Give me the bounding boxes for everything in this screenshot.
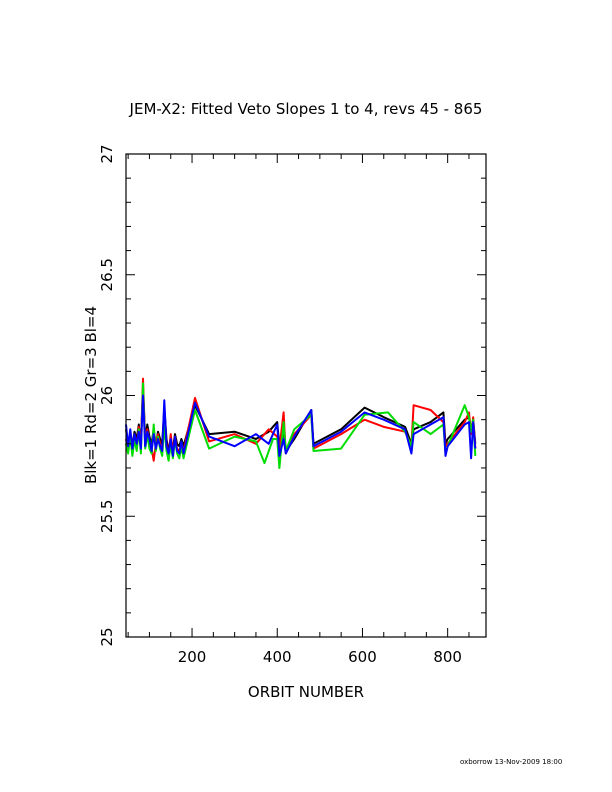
x-tick-label: 200 <box>178 648 207 666</box>
tick-labels: 200 400 600 800 25 25.5 26 26.5 27 <box>98 144 462 666</box>
y-tick-label: 27 <box>98 144 116 163</box>
series-line-2 <box>125 377 477 462</box>
x-tick-label: 600 <box>348 648 377 666</box>
chart-title: JEM-X2: Fitted Veto Slopes 1 to 4, revs … <box>129 100 483 118</box>
y-tick-label: 25.5 <box>98 500 116 533</box>
axis-ticks <box>126 153 486 638</box>
plot-lines <box>125 377 477 469</box>
x-tick-label: 800 <box>433 648 462 666</box>
y-axis-label: Blk=1 Rd=2 Gr=3 Bl=4 <box>82 306 100 484</box>
series-line-1 <box>125 387 477 452</box>
y-tick-label: 26 <box>98 386 116 405</box>
plot-frame <box>125 153 487 638</box>
footer-credit: oxborrow 13-Nov-2009 18:00 <box>460 758 563 766</box>
y-tick-label: 25 <box>98 627 116 646</box>
x-tick-label: 400 <box>263 648 292 666</box>
y-tick-label: 26.5 <box>98 258 116 291</box>
series-line-4 <box>125 394 477 460</box>
x-axis-label: ORBIT NUMBER <box>248 683 364 701</box>
